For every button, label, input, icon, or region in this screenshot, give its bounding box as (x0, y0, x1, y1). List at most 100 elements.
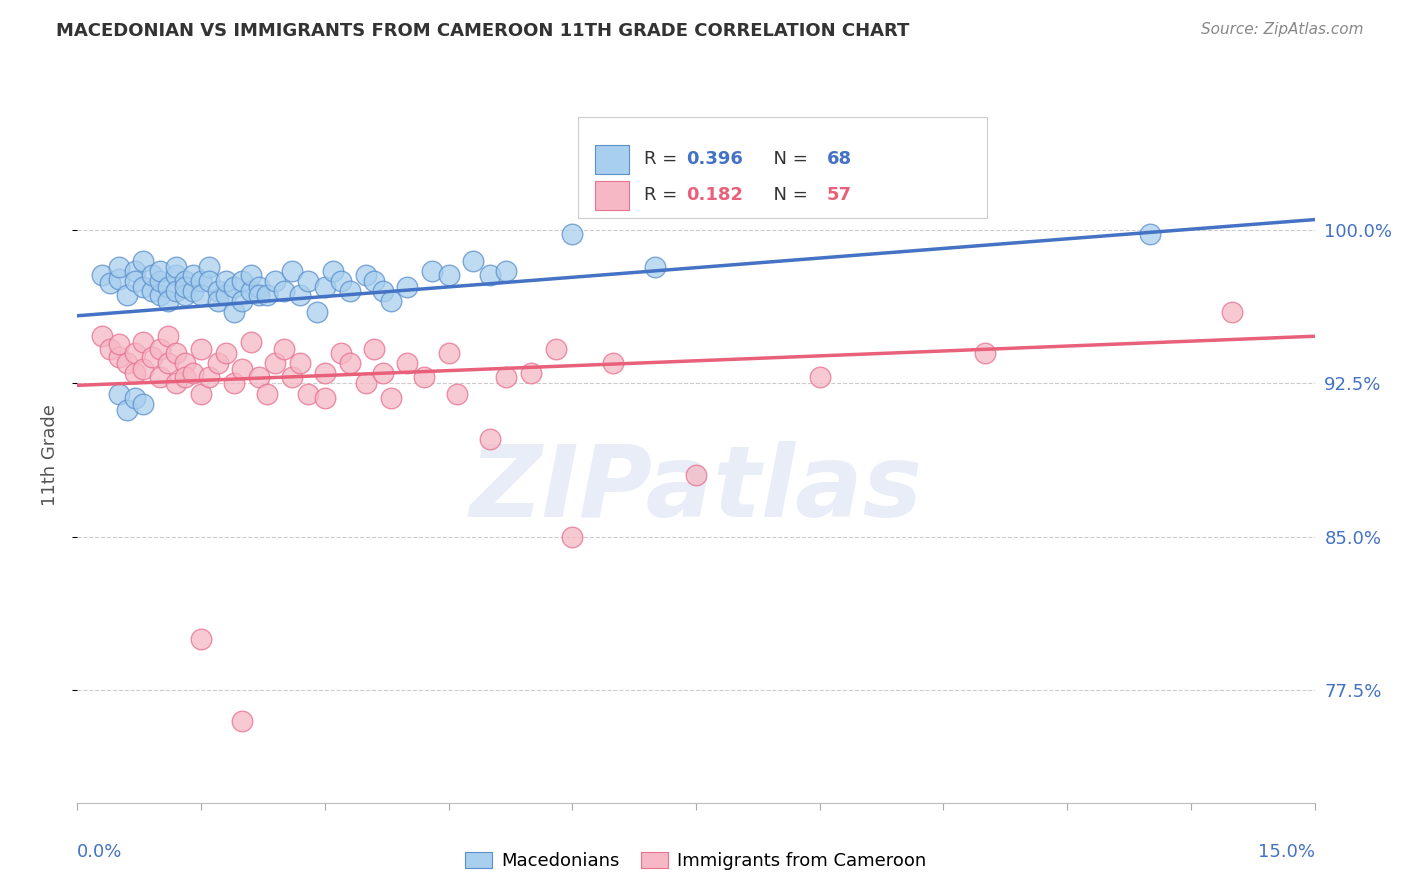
Point (644, 260, 666, 274)
FancyBboxPatch shape (595, 181, 628, 210)
Point (330, 274, 353, 288)
Point (602, 356, 624, 370)
Text: MACEDONIAN VS IMMIGRANTS FROM CAMEROON 11TH GRADE CORRELATION CHART: MACEDONIAN VS IMMIGRANTS FROM CAMEROON 1… (56, 22, 910, 40)
Point (264, 356, 287, 370)
Text: 68: 68 (827, 150, 852, 169)
Text: N =: N = (762, 186, 813, 204)
Point (115, 356, 138, 370)
Point (247, 370, 270, 384)
Point (478, 268, 501, 282)
Point (165, 284, 187, 298)
Point (198, 370, 221, 384)
Point (354, 268, 377, 282)
Point (107, 260, 129, 274)
Point (437, 268, 460, 282)
Point (124, 366, 146, 380)
Point (132, 253, 155, 268)
Point (149, 264, 172, 278)
Text: Source: ZipAtlas.com: Source: ZipAtlas.com (1201, 22, 1364, 37)
Point (239, 284, 262, 298)
Point (380, 391, 402, 405)
Point (561, 227, 583, 241)
Point (107, 350, 129, 364)
Point (297, 386, 319, 401)
Text: 0.182: 0.182 (686, 186, 744, 204)
Point (149, 342, 172, 356)
Point (181, 366, 204, 380)
Point (330, 345, 353, 359)
Point (288, 288, 311, 302)
Point (288, 356, 311, 370)
Point (141, 350, 163, 364)
Point (973, 345, 995, 359)
Point (231, 714, 253, 728)
Point (231, 274, 253, 288)
FancyBboxPatch shape (595, 145, 628, 174)
Text: ZIPatlas: ZIPatlas (470, 442, 922, 538)
Text: 15.0%: 15.0% (1257, 843, 1315, 861)
Point (222, 280, 245, 294)
Point (256, 386, 278, 401)
Point (124, 264, 146, 278)
Point (157, 294, 180, 309)
Text: R =: R = (644, 186, 683, 204)
Point (165, 268, 187, 282)
Point (165, 260, 187, 274)
Point (256, 288, 278, 302)
Point (198, 260, 221, 274)
Point (354, 376, 377, 391)
Point (149, 274, 172, 288)
Point (437, 345, 460, 359)
Point (520, 366, 543, 380)
Point (132, 362, 155, 376)
Point (380, 294, 402, 309)
Point (207, 294, 229, 309)
Point (141, 268, 163, 282)
Point (420, 264, 443, 278)
Point (544, 342, 567, 356)
Point (215, 288, 238, 302)
Text: 0.0%: 0.0% (77, 843, 122, 861)
Point (165, 345, 187, 359)
Point (181, 268, 204, 282)
Point (273, 342, 295, 356)
Point (173, 288, 195, 302)
Point (198, 274, 221, 288)
Point (207, 284, 229, 298)
Point (247, 280, 270, 294)
Point (495, 264, 517, 278)
Text: N =: N = (762, 150, 813, 169)
Point (157, 356, 180, 370)
Point (107, 272, 129, 286)
Point (98, 276, 121, 290)
Point (124, 345, 146, 359)
Point (132, 397, 155, 411)
Point (363, 342, 385, 356)
Point (1220, 304, 1243, 318)
Point (297, 274, 319, 288)
Text: R =: R = (644, 150, 683, 169)
Point (446, 386, 468, 401)
Point (215, 274, 238, 288)
Point (173, 280, 195, 294)
Point (478, 432, 501, 446)
Point (222, 304, 245, 318)
Point (132, 280, 155, 294)
Point (91, 329, 114, 343)
Point (322, 264, 344, 278)
Point (190, 342, 212, 356)
Point (281, 370, 304, 384)
Point (247, 288, 270, 302)
Point (215, 345, 238, 359)
Point (305, 304, 328, 318)
Point (685, 468, 707, 483)
Point (157, 329, 180, 343)
Point (190, 632, 212, 646)
Point (181, 284, 204, 298)
Point (396, 280, 419, 294)
Point (561, 530, 583, 544)
Point (273, 284, 295, 298)
Point (495, 370, 517, 384)
Point (124, 391, 146, 405)
Point (165, 376, 187, 391)
